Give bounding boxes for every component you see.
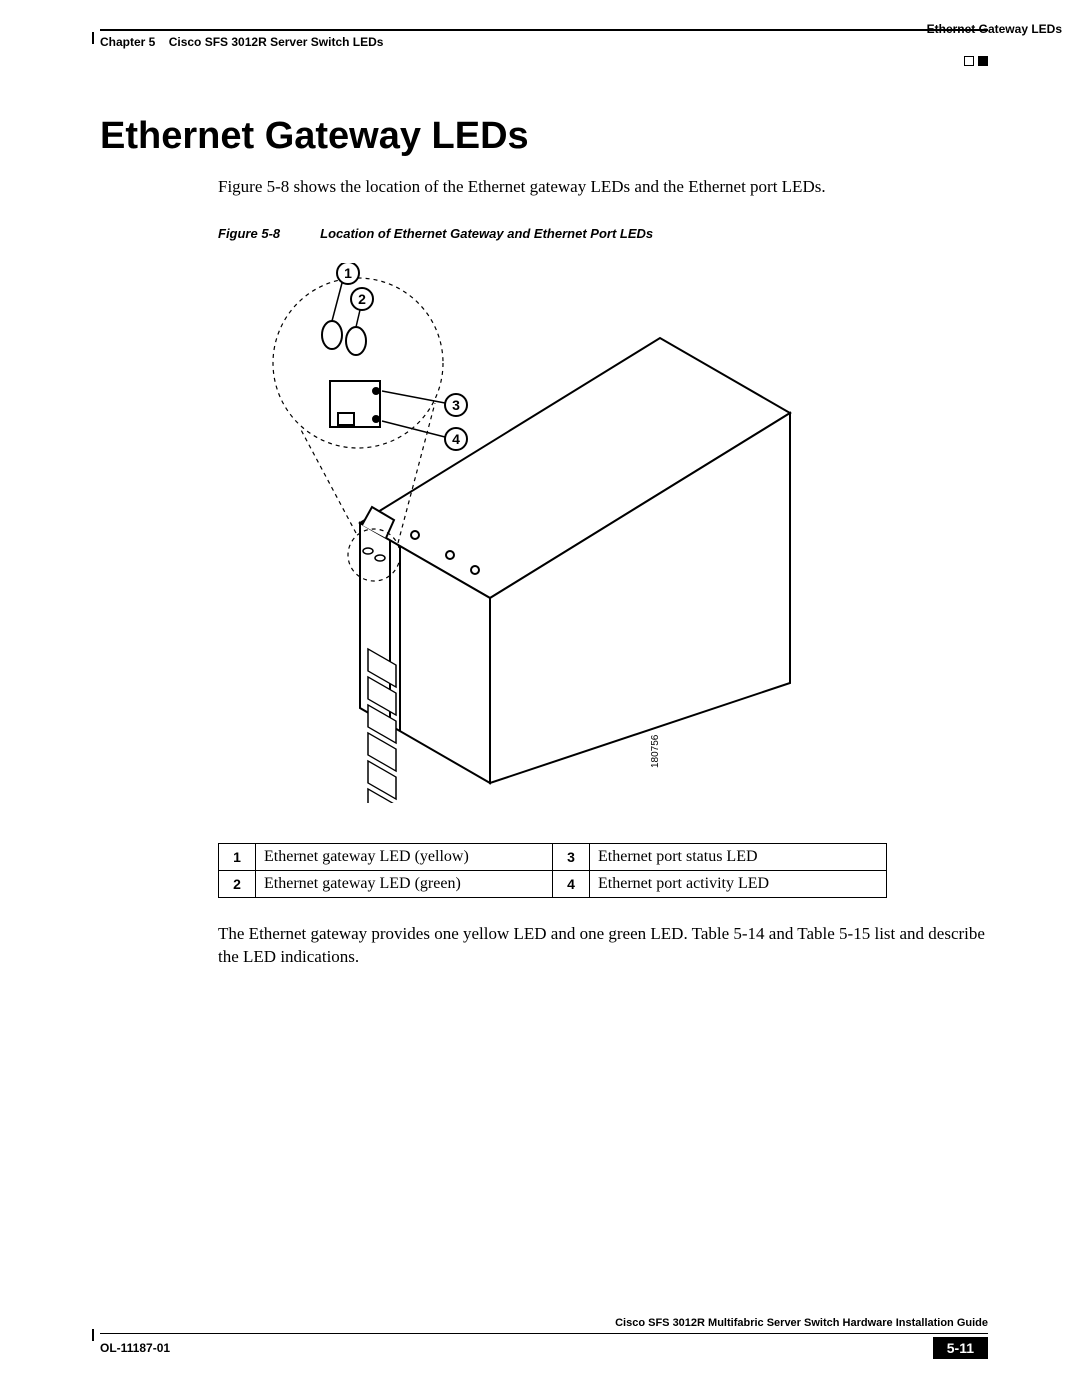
footer-crop-mark: [92, 1329, 94, 1341]
footer-page-number: 5-11: [933, 1337, 988, 1359]
legend-desc: Ethernet gateway LED (green): [256, 871, 553, 898]
body-paragraph: The Ethernet gateway provides one yellow…: [218, 923, 988, 969]
image-ref: 180756: [650, 734, 661, 768]
callout-3: 3: [452, 397, 460, 413]
table-row: 2 Ethernet gateway LED (green) 4 Etherne…: [219, 871, 887, 898]
running-footer: Cisco SFS 3012R Multifabric Server Switc…: [100, 1317, 988, 1359]
section-name: Ethernet Gateway LEDs: [927, 22, 1062, 36]
chapter-title: Cisco SFS 3012R Server Switch LEDs: [169, 35, 384, 49]
header-crop-mark: [92, 32, 94, 44]
legend-num: 4: [553, 871, 590, 898]
header-marker-solid: [978, 56, 988, 66]
table-row: 1 Ethernet gateway LED (yellow) 3 Ethern…: [219, 844, 887, 871]
page-title: Ethernet Gateway LEDs: [100, 115, 988, 158]
callout-2: 2: [358, 291, 366, 307]
footer-doc-number: OL-11187-01: [100, 1341, 170, 1355]
figure-label: Figure 5-8: [218, 226, 280, 241]
footer-guide-title: Cisco SFS 3012R Multifabric Server Switc…: [100, 1317, 988, 1329]
callout-1: 1: [344, 265, 352, 281]
running-header: Chapter 5 Cisco SFS 3012R Server Switch …: [100, 35, 988, 49]
header-marker-hollow: [964, 56, 974, 66]
legend-num: 3: [553, 844, 590, 871]
legend-table: 1 Ethernet gateway LED (yellow) 3 Ethern…: [218, 843, 887, 898]
legend-desc: Ethernet gateway LED (yellow): [256, 844, 553, 871]
legend-num: 1: [219, 844, 256, 871]
chapter-number: Chapter 5: [100, 35, 155, 49]
legend-desc: Ethernet port activity LED: [590, 871, 887, 898]
legend-num: 2: [219, 871, 256, 898]
page-content: Ethernet Gateway LEDs Figure 5-8 shows t…: [100, 115, 988, 986]
callout-4: 4: [452, 431, 460, 447]
intro-paragraph: Figure 5-8 shows the location of the Eth…: [218, 176, 988, 198]
figure-caption: Figure 5-8 Location of Ethernet Gateway a…: [218, 226, 988, 241]
footer-rule: [100, 1333, 988, 1334]
legend-desc: Ethernet port status LED: [590, 844, 887, 871]
figure-diagram: 1 2 3 4 180756: [240, 263, 988, 808]
header-rule: [100, 29, 988, 31]
figure-caption-text: Location of Ethernet Gateway and Etherne…: [320, 226, 653, 241]
